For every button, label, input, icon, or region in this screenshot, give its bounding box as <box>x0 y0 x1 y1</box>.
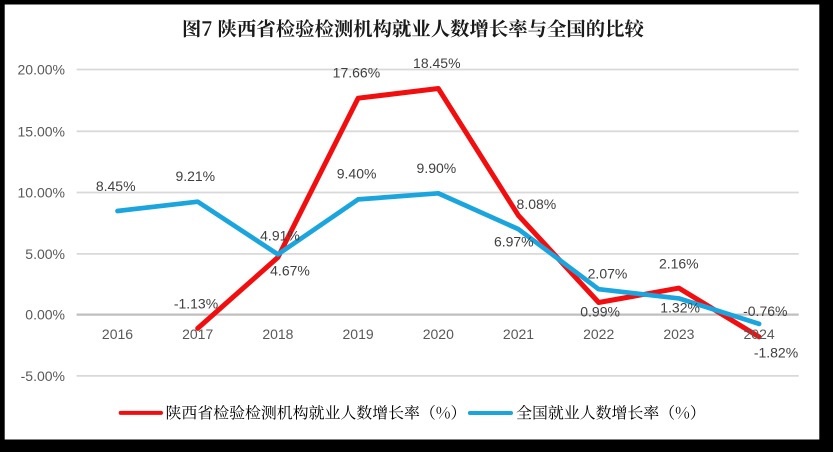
svg-text:2020: 2020 <box>423 326 454 342</box>
svg-text:-1.82%: -1.82% <box>754 345 798 361</box>
svg-text:2016: 2016 <box>102 326 133 342</box>
svg-text:9.90%: 9.90% <box>417 160 457 176</box>
svg-text:-0.76%: -0.76% <box>743 303 787 319</box>
svg-text:18.45%: 18.45% <box>413 55 460 71</box>
svg-text:9.21%: 9.21% <box>175 168 215 184</box>
svg-text:20.00%: 20.00% <box>18 62 65 78</box>
svg-text:15.00%: 15.00% <box>18 123 65 139</box>
svg-text:2.07%: 2.07% <box>588 265 628 281</box>
svg-text:4.67%: 4.67% <box>270 263 310 279</box>
svg-text:2021: 2021 <box>503 326 534 342</box>
svg-text:8.08%: 8.08% <box>517 196 557 212</box>
svg-text:5.00%: 5.00% <box>25 246 65 262</box>
svg-text:4.91%: 4.91% <box>260 228 300 244</box>
svg-text:9.40%: 9.40% <box>337 166 377 182</box>
svg-text:2019: 2019 <box>343 326 374 342</box>
svg-text:2018: 2018 <box>262 326 293 342</box>
svg-text:2022: 2022 <box>583 326 614 342</box>
svg-text:1.32%: 1.32% <box>660 299 700 315</box>
svg-text:0.99%: 0.99% <box>580 304 620 320</box>
svg-text:2.16%: 2.16% <box>659 255 699 271</box>
svg-text:-1.13%: -1.13% <box>174 296 218 312</box>
svg-text:17.66%: 17.66% <box>333 65 380 81</box>
svg-text:-5.00%: -5.00% <box>21 368 65 384</box>
svg-text:2024: 2024 <box>744 326 775 342</box>
svg-text:8.45%: 8.45% <box>96 178 136 194</box>
svg-text:0.00%: 0.00% <box>25 307 65 323</box>
svg-text:10.00%: 10.00% <box>18 185 65 201</box>
svg-text:2017: 2017 <box>182 326 213 342</box>
svg-text:2023: 2023 <box>663 326 694 342</box>
svg-text:6.97%: 6.97% <box>494 233 534 249</box>
